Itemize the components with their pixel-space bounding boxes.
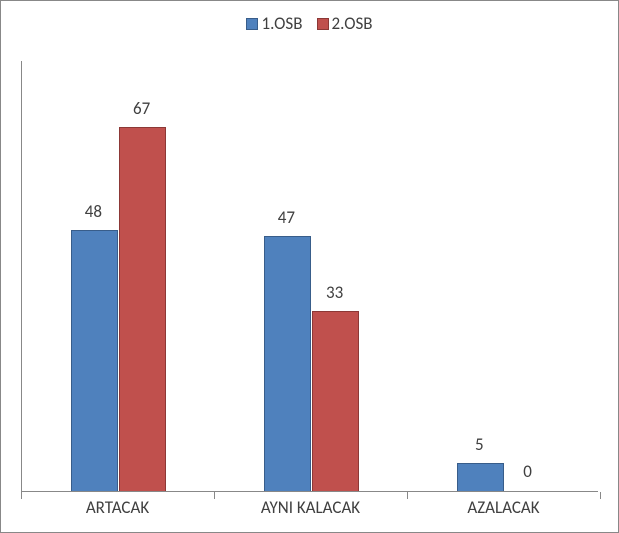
legend-swatch	[246, 18, 258, 30]
bar	[457, 463, 503, 492]
bar-value-label: 0	[505, 463, 549, 480]
bar-value-label: 5	[457, 436, 501, 453]
x-tick	[21, 492, 22, 499]
legend-item: 1.OSB	[246, 15, 302, 32]
legend-item: 2.OSB	[317, 15, 373, 32]
x-tick	[214, 492, 215, 499]
bars-area: 48 67 47 33 50	[21, 61, 598, 492]
bar	[71, 230, 117, 492]
bar	[312, 311, 358, 492]
chart-container: 1.OSB 2.OSB 48 67 47 33 50 ARTACAKAYNI KALACA…	[0, 0, 619, 533]
bar-value-label: 47	[264, 209, 308, 226]
bar-group: 47 33	[214, 61, 407, 492]
plot-area: 48 67 47 33 50 ARTACAKAYNI KALACAKAZALACAK	[21, 61, 598, 520]
category-label: AZALACAK	[407, 499, 600, 516]
legend-label: 1.OSB	[261, 15, 302, 32]
x-axis	[21, 491, 598, 492]
category-label: ARTACAK	[21, 499, 214, 516]
legend-label: 2.OSB	[332, 15, 373, 32]
bar	[264, 236, 310, 492]
bar	[119, 127, 165, 492]
bar-value-label: 48	[71, 203, 115, 220]
bar-group: 50	[407, 61, 600, 492]
legend: 1.OSB 2.OSB	[1, 1, 618, 42]
x-tick	[600, 492, 601, 499]
bar-value-label: 67	[119, 100, 163, 117]
bar-value-label: 33	[312, 284, 356, 301]
legend-swatch	[317, 18, 329, 30]
x-tick	[407, 492, 408, 499]
category-label: AYNI KALACAK	[214, 499, 407, 516]
bar-group: 48 67	[21, 61, 214, 492]
